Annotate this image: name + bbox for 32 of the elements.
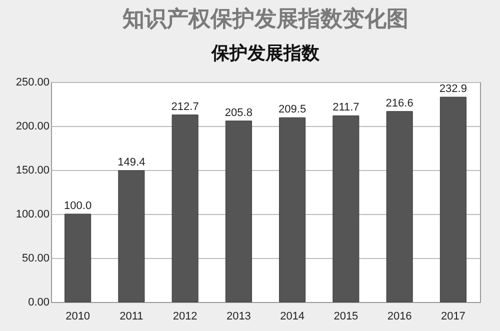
data-label: 216.6 [386,97,414,110]
bar [225,120,252,302]
y-tick-label: 0.00 [28,296,50,308]
bar [172,114,198,302]
data-label: 149.4 [118,156,146,169]
bar [440,96,466,302]
x-tick-label: 2010 [66,310,90,322]
x-tick-label: 2017 [440,310,466,322]
data-label: 212.7 [171,100,199,113]
y-tick-label: 250.00 [16,76,50,88]
data-label: 205.8 [224,106,252,119]
chart-subtitle: 保护发展指数 [210,43,320,64]
bar [64,214,92,302]
x-tick-label: 2015 [334,310,358,322]
y-tick-label: 150.00 [16,164,50,176]
data-label: 209.5 [278,104,306,116]
bar [386,111,413,302]
y-tick-label: 100.00 [16,208,50,220]
data-label: 100.0 [64,200,92,212]
y-tick-label: 200.00 [16,120,50,132]
x-tick-label: 2011 [120,310,144,322]
bar [332,115,360,302]
x-tick-label: 2014 [280,310,305,322]
x-tick-label: 2013 [226,310,251,322]
bar [118,170,145,302]
bar [279,117,306,302]
data-label: 211.7 [332,102,360,114]
data-label: 232.9 [439,83,467,96]
x-tick-label: 2012 [172,310,198,322]
chart-title: 知识产权保护发展指数变化图 [122,6,408,32]
x-tick-label: 2016 [387,310,412,322]
y-tick-label: 50.00 [22,252,50,264]
